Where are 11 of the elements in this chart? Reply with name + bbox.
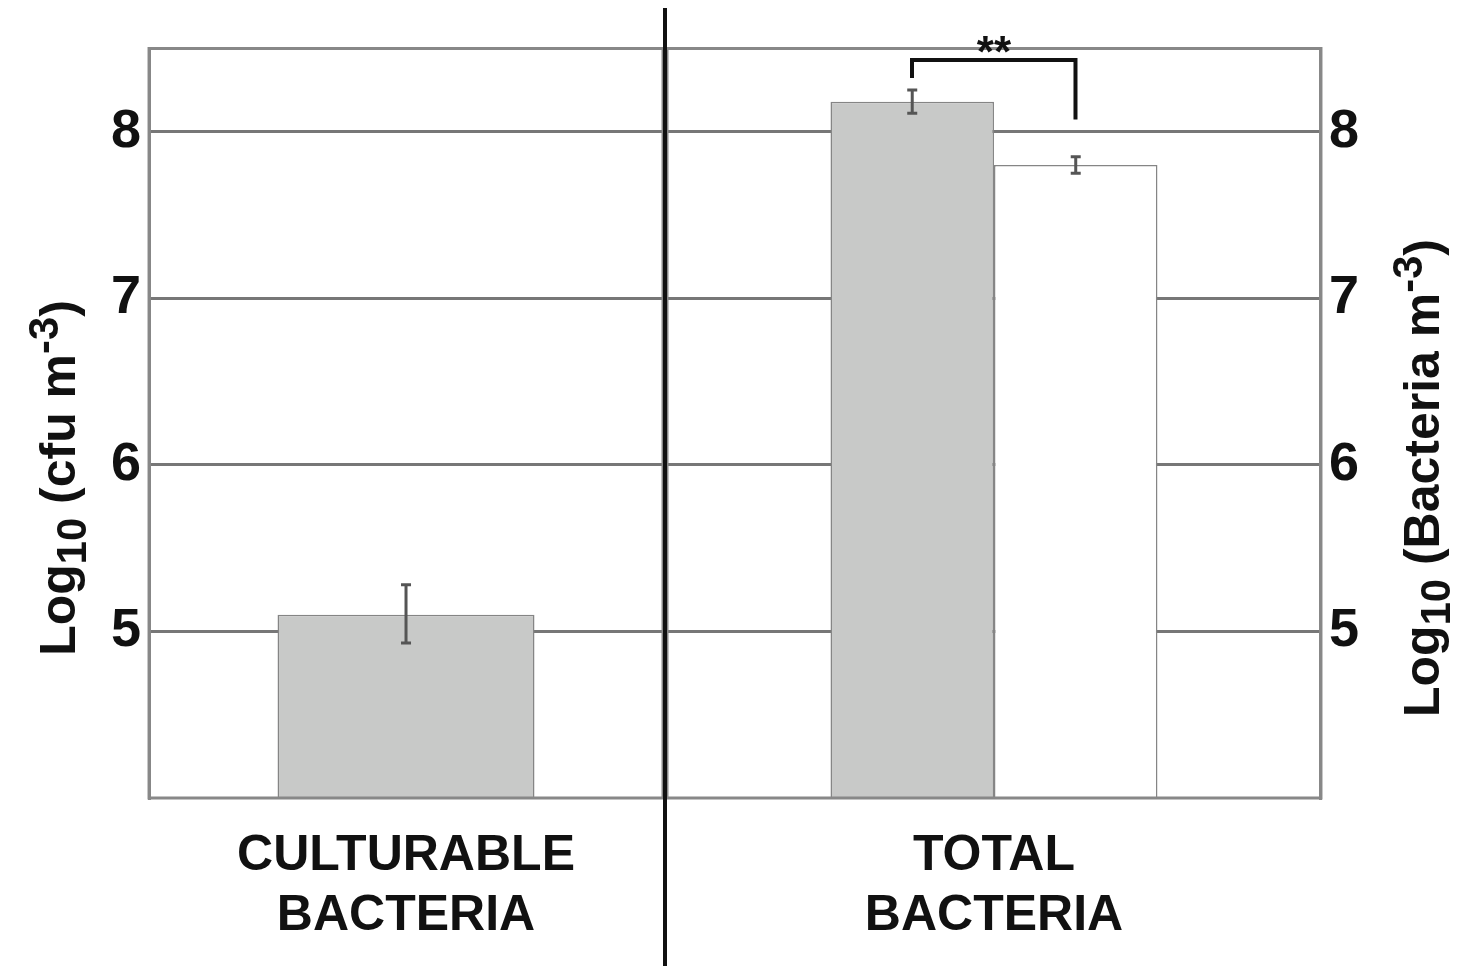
y2-tick-label: 5 xyxy=(1328,597,1360,658)
y2-tick-label: 8 xyxy=(1328,97,1360,158)
x-tick-label: CULTURABLE BACTERIA xyxy=(237,824,575,941)
y-tick-label: 6 xyxy=(110,430,142,491)
y-tick-label: 5 xyxy=(110,597,142,658)
y2-tick-label: 7 xyxy=(1328,264,1360,325)
x-tick-label: TOTAL BACTERIA xyxy=(864,824,1124,941)
y-tick-label: 8 xyxy=(110,97,142,158)
y-tick-label: 7 xyxy=(110,264,142,325)
annotation: ** xyxy=(976,26,1012,76)
y2-tick-label: 6 xyxy=(1328,430,1360,491)
